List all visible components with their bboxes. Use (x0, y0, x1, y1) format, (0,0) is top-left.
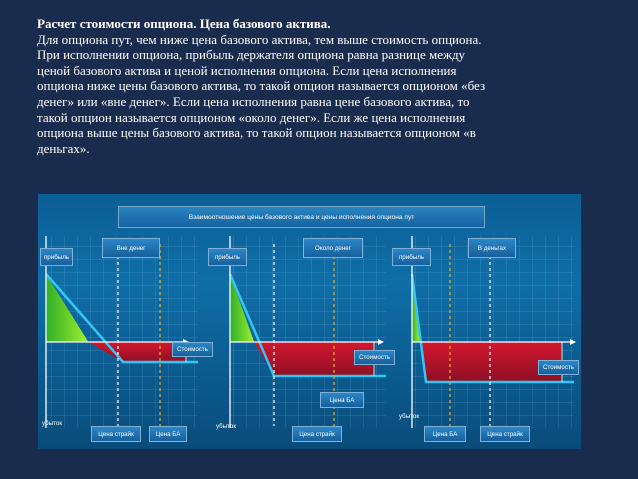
text-block: Расчет стоимости опциона. Цена базового … (37, 16, 617, 156)
paragraph-line: Для опциона пут, чем ниже цена базового … (37, 31, 482, 47)
strike-price-label: Цена страйк (292, 426, 342, 442)
grid-area (412, 236, 574, 428)
slide-heading: Расчет стоимости опциона. Цена базового … (37, 16, 331, 31)
cost-label: Стоимость (172, 342, 213, 357)
payoff-line (410, 273, 574, 384)
profit-area (230, 274, 255, 342)
profit-label: прибыль (208, 248, 247, 266)
diagram-title: Взаимоотношение цены базового актива и ц… (118, 206, 485, 228)
strike-price-label: Цена страйк (91, 426, 141, 442)
paragraph-line: деньгах». (37, 140, 90, 156)
loss-label: убыток (42, 420, 63, 427)
loss-label: убыток (216, 423, 237, 430)
loss-label: убыток (399, 413, 420, 420)
panel-title-at-the-money: Около денег (303, 238, 363, 258)
paragraph-line: При исполнении опциона, прибыль держател… (37, 47, 466, 63)
panel-title-out-of-money: Вне денег (102, 238, 160, 258)
x-axis-arrow (570, 339, 576, 345)
panel-title-in-the-money: В деньгах (468, 238, 516, 258)
paragraph-line: опциона ниже цены базового актива, то та… (37, 78, 486, 94)
paragraph-line: ценой базового актива и ценой исполнения… (37, 62, 457, 78)
paragraph-line: денег» или «вне денег». Если цена исполн… (37, 93, 470, 109)
profit-label: прибыль (40, 248, 73, 266)
loss-area (88, 342, 186, 362)
cost-label: Стоимость (354, 350, 395, 365)
x-axis-arrow (378, 339, 384, 345)
payoff-line (45, 273, 198, 364)
paragraph-line: такой опцион называется опционом «около … (37, 109, 466, 125)
asset-price-label: Цена БА (149, 426, 187, 442)
asset-price-label: Цена БА (424, 426, 466, 442)
diagram-graphics (45, 236, 576, 428)
loss-area (419, 342, 562, 382)
paragraph-line: опциона выше цены базового актива, то та… (37, 125, 476, 141)
paragraph: Для опциона пут, чем ниже цена базового … (37, 32, 617, 157)
cost-label: Стоимость (538, 360, 579, 375)
strike-price-label: Цена страйк (480, 426, 530, 442)
asset-price-label: Цена БА (320, 392, 364, 408)
loss-area (254, 342, 374, 376)
profit-label: прибыль (392, 248, 431, 266)
payoff-diagram: Взаимоотношение цены базового актива и ц… (38, 194, 581, 449)
